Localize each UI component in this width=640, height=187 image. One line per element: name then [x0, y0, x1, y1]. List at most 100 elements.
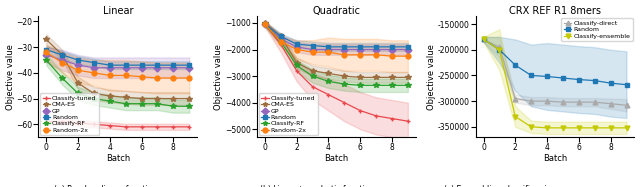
- Title: Linear: Linear: [102, 6, 133, 16]
- Random: [527, 74, 535, 76]
- Line: Random: Random: [481, 37, 629, 87]
- Classify-ensemble: [607, 127, 614, 129]
- Random: [372, 46, 380, 48]
- Random: [74, 59, 82, 61]
- Classify-tuned: [261, 23, 269, 25]
- Classify-direct: [559, 101, 567, 103]
- GP: [277, 38, 285, 40]
- GP: [170, 67, 177, 69]
- Classify-direct: [543, 100, 551, 102]
- Random-2x: [122, 74, 129, 76]
- Classify-RF: [186, 105, 193, 107]
- GP: [186, 67, 193, 69]
- Classify-tuned: [324, 94, 332, 96]
- Random-2x: [170, 77, 177, 79]
- CMA-ES: [308, 70, 316, 72]
- Random-2x: [261, 23, 269, 25]
- Classify-tuned: [42, 121, 50, 123]
- GP: [42, 54, 50, 56]
- Random-2x: [277, 40, 285, 43]
- Legend: Classify-tuned, CMA-ES, GP, Random, Classify-RF, Random-2x: Classify-tuned, CMA-ES, GP, Random, Clas…: [40, 93, 99, 135]
- Line: Random: Random: [44, 47, 192, 68]
- Random-2x: [356, 54, 364, 56]
- Title: CRX REF R1 8mers: CRX REF R1 8mers: [509, 6, 601, 16]
- CMA-ES: [42, 38, 50, 41]
- Random: [138, 64, 145, 66]
- Line: Classify-RF: Classify-RF: [262, 22, 411, 88]
- Title: Quadratic: Quadratic: [312, 6, 360, 16]
- Classify-tuned: [90, 123, 98, 125]
- Random: [543, 75, 551, 78]
- Classify-tuned: [186, 126, 193, 128]
- CMA-ES: [74, 82, 82, 84]
- GP: [340, 48, 348, 51]
- CMA-ES: [324, 72, 332, 75]
- Classify-tuned: [74, 122, 82, 124]
- Random: [277, 35, 285, 37]
- Line: Classify-tuned: Classify-tuned: [44, 119, 192, 129]
- GP: [154, 67, 161, 69]
- Classify-direct: [575, 101, 582, 103]
- Classify-tuned: [58, 121, 66, 123]
- Classify-tuned: [170, 126, 177, 128]
- CMA-ES: [154, 97, 161, 100]
- Y-axis label: Objective value: Objective value: [427, 44, 436, 110]
- Classify-ensemble: [479, 38, 487, 41]
- Classify-tuned: [154, 126, 161, 128]
- CMA-ES: [186, 97, 193, 100]
- CMA-ES: [372, 76, 380, 79]
- GP: [122, 67, 129, 69]
- CMA-ES: [138, 97, 145, 100]
- Random: [388, 46, 396, 48]
- Random: [106, 64, 114, 66]
- Classify-RF: [340, 83, 348, 85]
- Random: [122, 64, 129, 66]
- Text: (a) Random linear function: (a) Random linear function: [54, 185, 157, 187]
- GP: [404, 48, 412, 51]
- Random: [404, 46, 412, 48]
- Classify-RF: [277, 40, 285, 43]
- GP: [324, 48, 332, 51]
- GP: [138, 67, 145, 69]
- Random: [154, 64, 161, 66]
- Random: [170, 64, 177, 66]
- Classify-tuned: [277, 43, 285, 45]
- Random: [623, 84, 630, 86]
- Line: CMA-ES: CMA-ES: [262, 20, 411, 80]
- Line: Classify-ensemble: Classify-ensemble: [481, 37, 629, 130]
- Classify-direct: [479, 38, 487, 41]
- X-axis label: Batch: Batch: [543, 154, 567, 163]
- Legend: Classify-direct, Random, Classify-ensemble: Classify-direct, Random, Classify-ensemb…: [561, 18, 632, 41]
- Classify-direct: [511, 97, 519, 100]
- Classify-ensemble: [575, 127, 582, 129]
- Classify-RF: [170, 105, 177, 107]
- Classify-RF: [122, 103, 129, 105]
- GP: [58, 59, 66, 61]
- Random: [58, 54, 66, 56]
- Line: CMA-ES: CMA-ES: [44, 37, 192, 101]
- Classify-direct: [591, 101, 598, 103]
- GP: [356, 48, 364, 51]
- CMA-ES: [58, 54, 66, 56]
- Line: Random-2x: Random-2x: [262, 22, 410, 59]
- Line: Classify-tuned: Classify-tuned: [262, 22, 410, 124]
- CMA-ES: [261, 22, 269, 24]
- Classify-direct: [527, 100, 535, 102]
- Classify-ensemble: [559, 127, 567, 129]
- Classify-RF: [404, 84, 412, 86]
- CMA-ES: [90, 92, 98, 95]
- GP: [261, 23, 269, 25]
- Classify-ensemble: [527, 126, 535, 128]
- Random-2x: [186, 77, 193, 79]
- Random: [479, 38, 487, 41]
- CMA-ES: [340, 75, 348, 77]
- Random: [261, 23, 269, 25]
- Classify-RF: [308, 75, 316, 77]
- Random: [356, 46, 364, 48]
- Classify-tuned: [356, 109, 364, 112]
- CMA-ES: [122, 96, 129, 98]
- Classify-RF: [372, 84, 380, 86]
- Classify-RF: [74, 92, 82, 95]
- Classify-tuned: [340, 102, 348, 104]
- Random-2x: [340, 54, 348, 56]
